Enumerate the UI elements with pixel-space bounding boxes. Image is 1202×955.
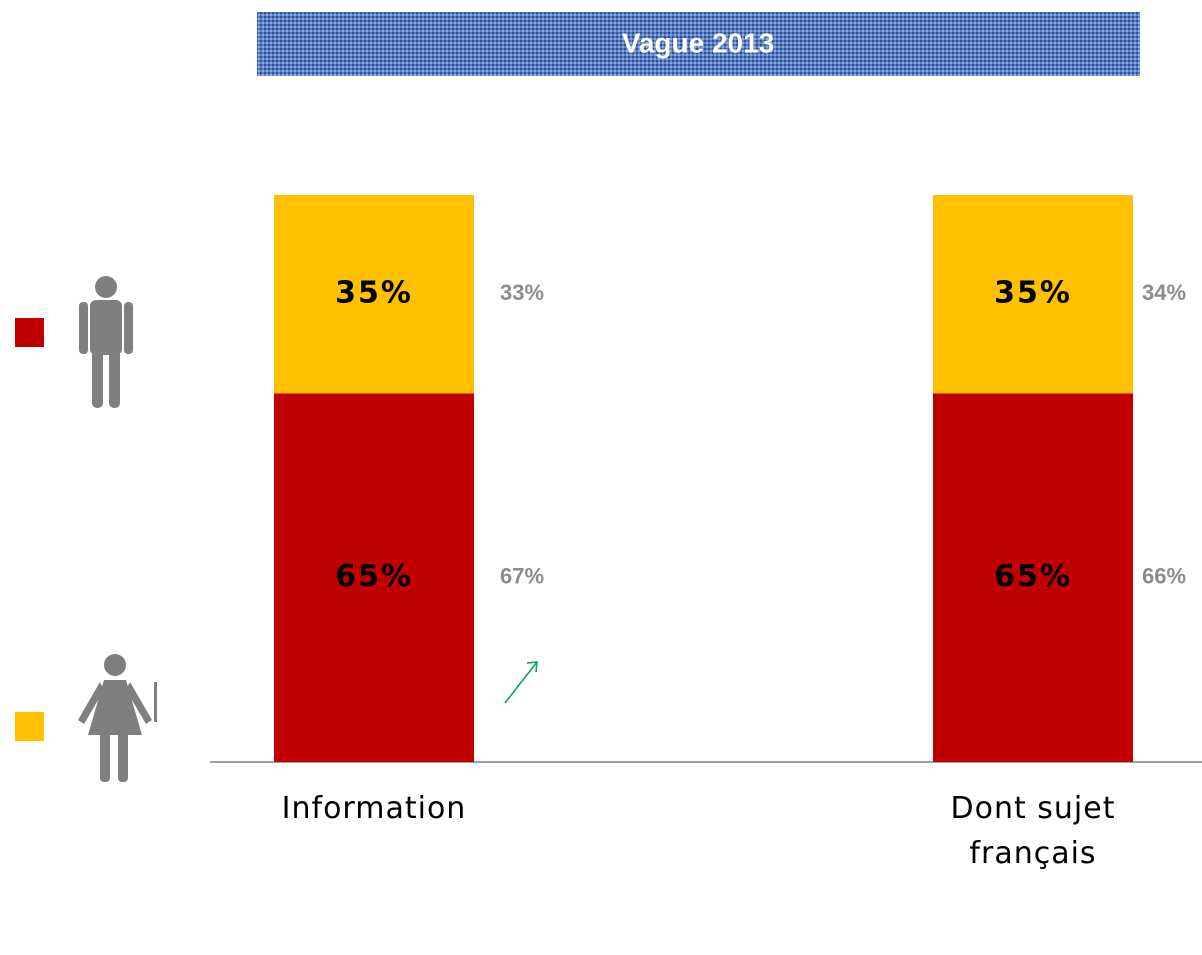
man-icon <box>79 276 133 408</box>
legend-swatch <box>15 712 44 741</box>
woman-icon <box>78 654 157 782</box>
data-label: 35% <box>335 276 413 311</box>
bar-segment <box>274 195 474 394</box>
title-banner <box>257 12 1140 76</box>
data-label: 35% <box>994 276 1072 311</box>
previous-label: 33% <box>500 280 544 305</box>
legend-swatch <box>15 318 44 347</box>
previous-label: 67% <box>500 564 544 589</box>
bar-segment <box>274 393 474 762</box>
data-label: 65% <box>994 559 1072 594</box>
x-tick-label: Information <box>281 791 467 826</box>
previous-label: 66% <box>1142 564 1186 589</box>
bar-segment <box>933 195 1133 394</box>
chart-title: Vague 2013 <box>622 27 775 58</box>
bar-segment <box>933 393 1133 762</box>
data-label: 65% <box>335 559 413 594</box>
previous-label: 34% <box>1142 280 1186 305</box>
trend-arrow <box>504 661 538 704</box>
x-tick-label: Dont sujet français <box>950 791 1116 871</box>
